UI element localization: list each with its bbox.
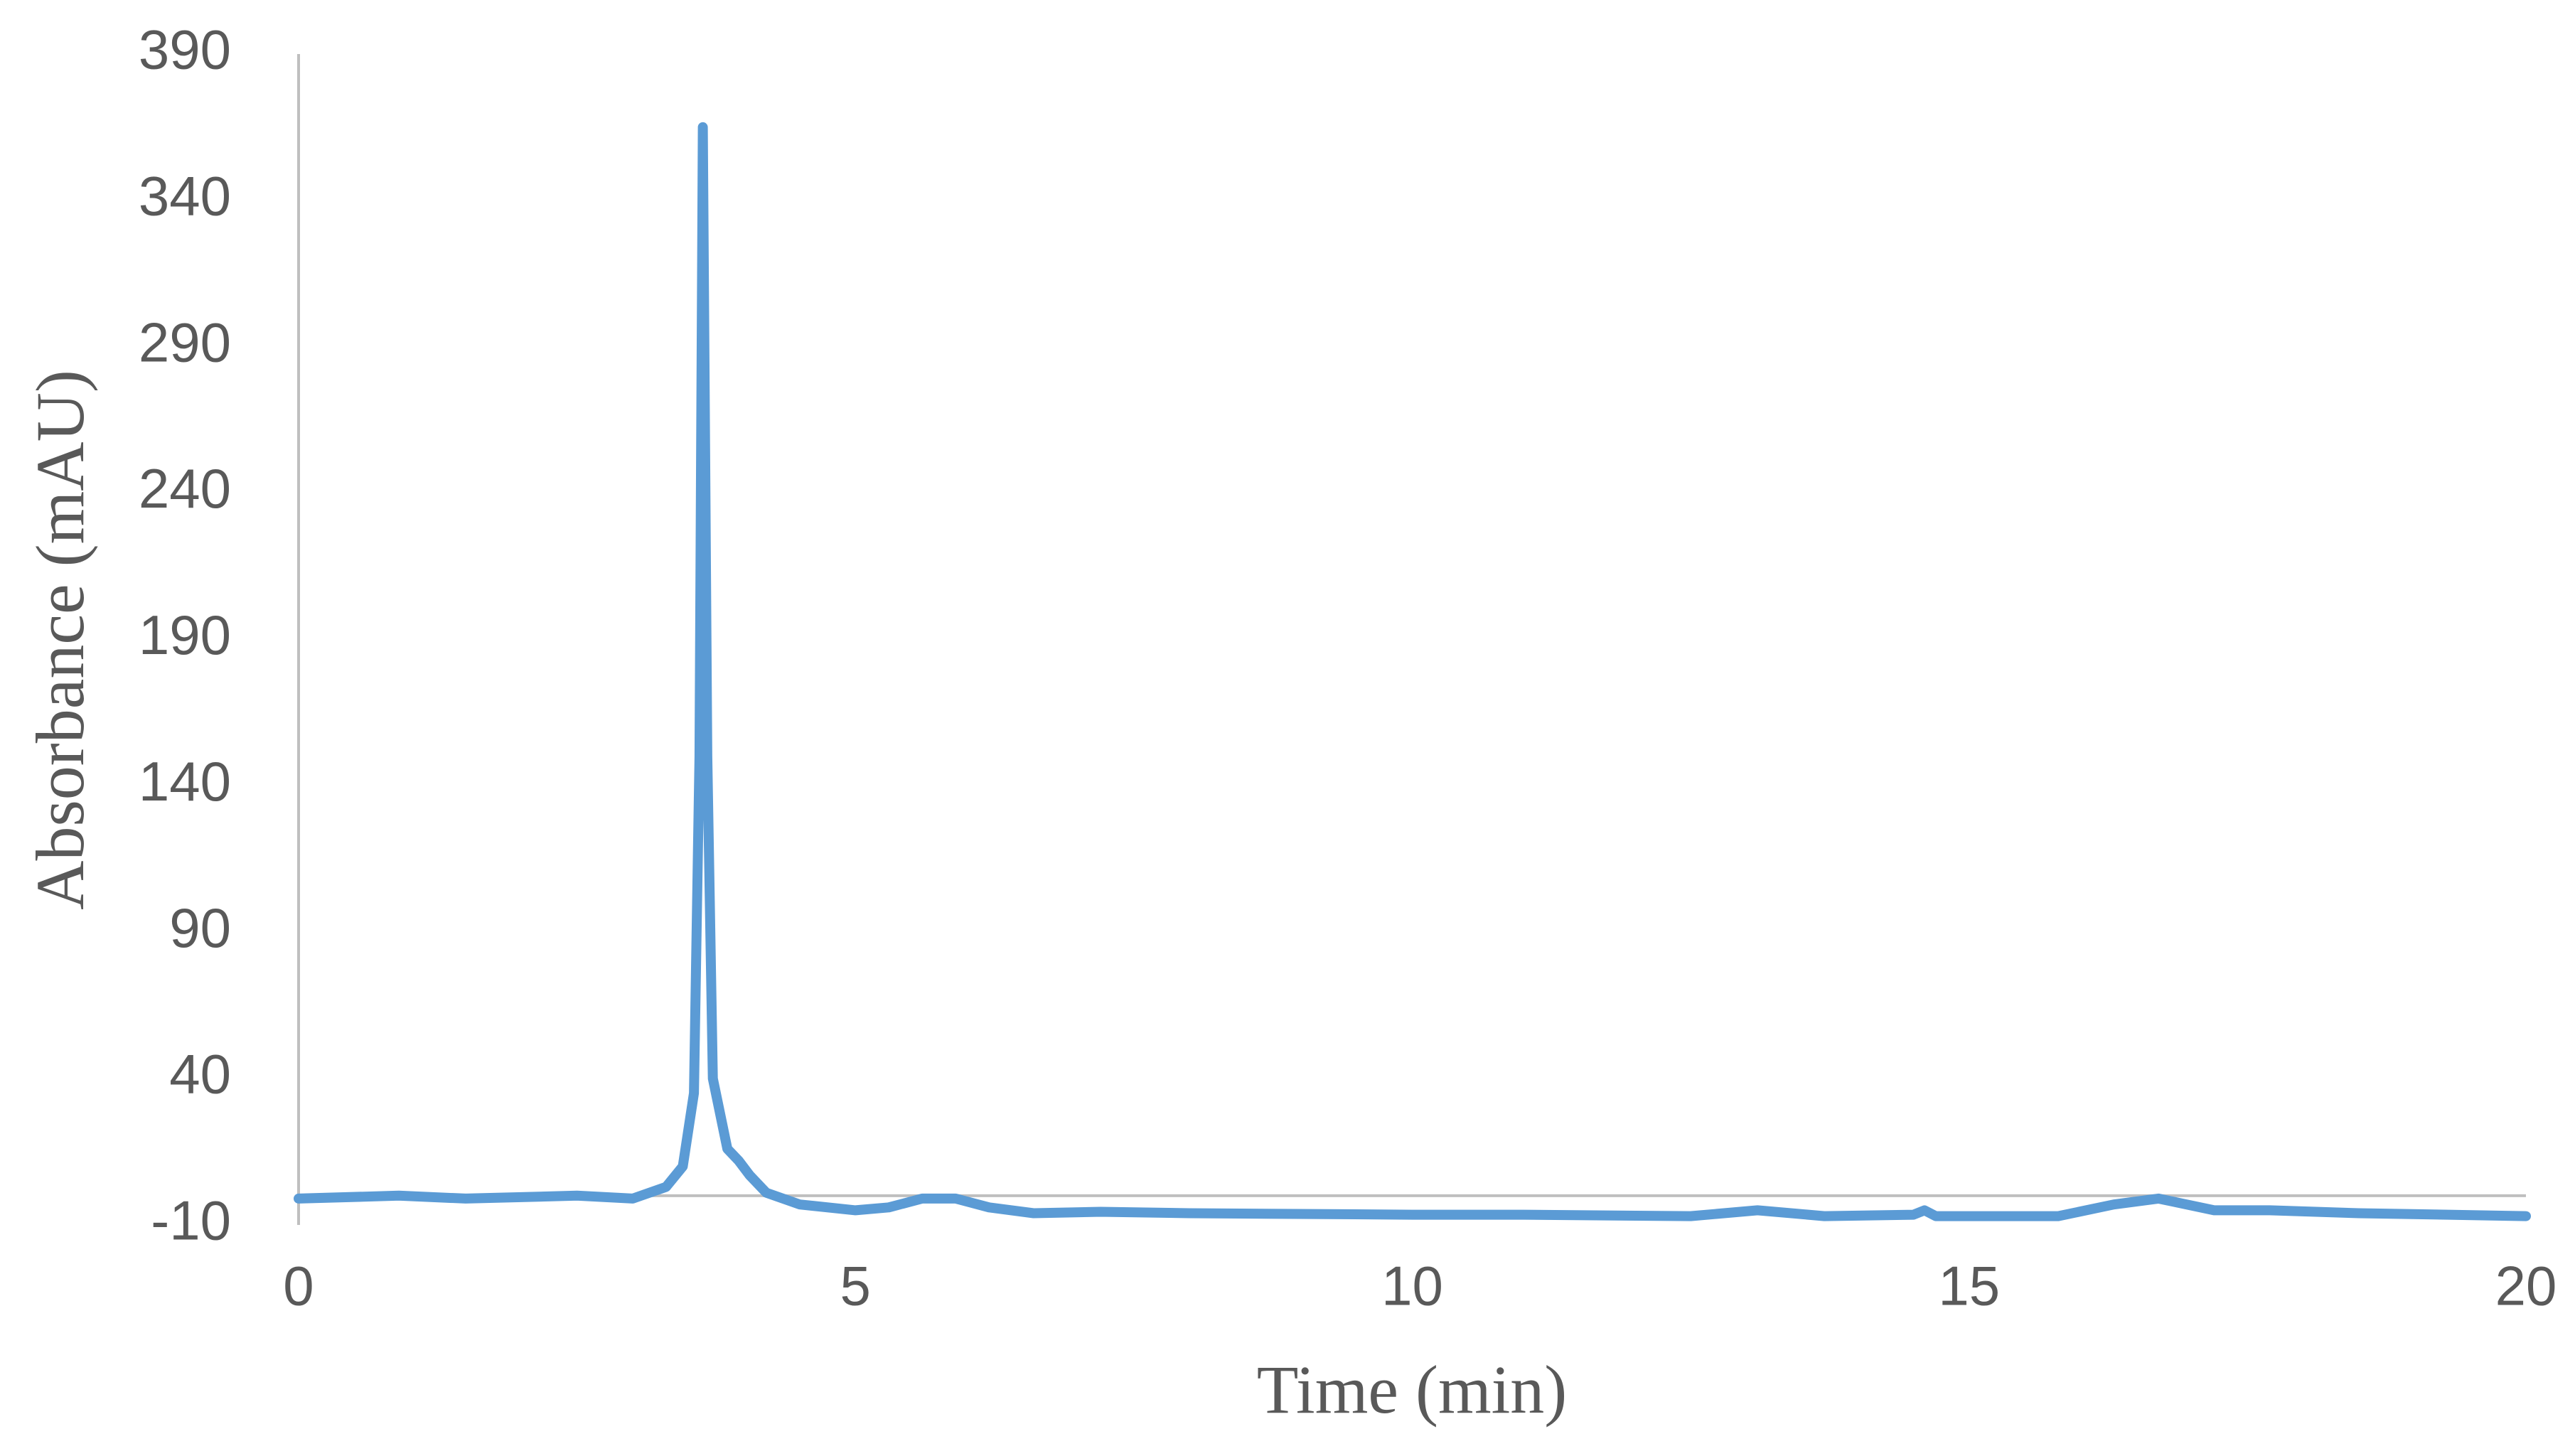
y-tick-label: 140 <box>139 750 231 813</box>
x-axis-title: Time (min) <box>1257 1351 1568 1428</box>
y-tick-label: 290 <box>139 311 231 373</box>
y-tick-label: 40 <box>169 1043 231 1106</box>
y-tick-label: 340 <box>139 164 231 227</box>
x-tick-label: 10 <box>1381 1255 1443 1317</box>
y-tick-label: 90 <box>169 896 231 959</box>
y-tick-label: 390 <box>139 18 231 81</box>
x-tick-label: 0 <box>283 1255 314 1317</box>
y-axis-title: Absorbance (mAU) <box>22 370 98 910</box>
x-tick-label: 5 <box>840 1255 871 1317</box>
data-line <box>294 122 2531 1221</box>
y-tick-label: -10 <box>151 1189 231 1252</box>
y-tick-label: 190 <box>139 604 231 666</box>
x-tick-label: 15 <box>1938 1255 2000 1317</box>
x-tick-label: 20 <box>2495 1255 2557 1317</box>
y-tick-label: 240 <box>139 457 231 520</box>
